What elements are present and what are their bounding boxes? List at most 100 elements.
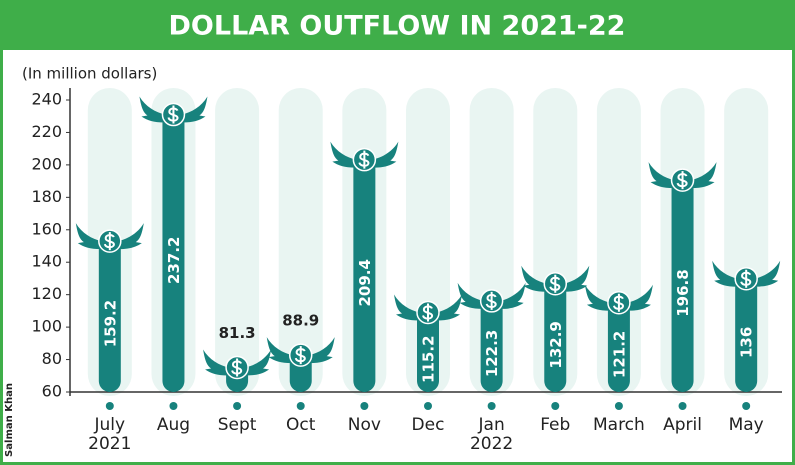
winged-dollar-icon bbox=[139, 96, 208, 127]
value-label: 196.8 bbox=[674, 269, 692, 316]
bar bbox=[607, 292, 630, 392]
value-label: 209.4 bbox=[356, 259, 374, 306]
dollar-glyph bbox=[294, 346, 306, 365]
category-dot bbox=[678, 402, 687, 410]
category-dot bbox=[233, 402, 242, 410]
wing bbox=[690, 162, 717, 189]
value-label: 115.2 bbox=[420, 336, 438, 383]
winged-dollar-icon bbox=[266, 337, 335, 367]
wing bbox=[308, 337, 335, 364]
x-tick-label: Oct bbox=[286, 415, 316, 435]
value-label: 121.2 bbox=[610, 331, 628, 378]
y-tick-label: 60 bbox=[42, 382, 62, 401]
bar bbox=[353, 149, 376, 392]
wing bbox=[203, 349, 230, 376]
bar bbox=[735, 268, 758, 392]
category-dot bbox=[424, 402, 432, 410]
chart-title: DOLLAR OUTFLOW IN 2021-22 bbox=[169, 11, 626, 42]
wing bbox=[75, 223, 102, 250]
value-label: 88.9 bbox=[282, 312, 319, 330]
dollar-glyph bbox=[422, 303, 434, 322]
winged-dollar-icon bbox=[521, 265, 590, 296]
wing bbox=[499, 282, 526, 309]
winged-dollar-icon bbox=[457, 282, 526, 313]
value-label: 132.9 bbox=[547, 321, 565, 368]
category-dot bbox=[360, 402, 369, 410]
dollar-glyph bbox=[103, 232, 115, 251]
value-label: 136 bbox=[738, 327, 756, 358]
value-label: 81.3 bbox=[219, 324, 256, 342]
x-tick-label: Nov bbox=[347, 415, 381, 435]
x-tick-label: May bbox=[728, 415, 764, 435]
bar bbox=[98, 231, 121, 392]
bar bbox=[480, 290, 503, 392]
wing bbox=[117, 223, 144, 250]
value-label: 122.3 bbox=[483, 330, 501, 377]
wing bbox=[521, 265, 548, 292]
axis-label: (In million dollars) bbox=[22, 65, 157, 83]
wing bbox=[372, 141, 399, 168]
winged-dollar-icon bbox=[75, 223, 144, 253]
wing bbox=[626, 284, 653, 311]
winged-dollar-icon bbox=[648, 162, 717, 192]
category-dot bbox=[614, 402, 623, 410]
title-bar bbox=[0, 0, 795, 50]
x-tick-label: Sept bbox=[217, 415, 257, 435]
dollar-glyph bbox=[676, 171, 688, 190]
dollar-glyph bbox=[612, 293, 624, 312]
wing bbox=[139, 96, 166, 123]
dollar-glyph bbox=[485, 291, 497, 310]
x-tick-label: Feb bbox=[540, 415, 571, 435]
dollar-glyph bbox=[167, 105, 179, 124]
winged-dollar-icon bbox=[584, 284, 653, 315]
dollar-glyph bbox=[358, 150, 370, 169]
wing bbox=[394, 294, 420, 321]
wing bbox=[712, 260, 739, 287]
dollar-glyph bbox=[549, 274, 561, 293]
winged-dollar-icon bbox=[712, 260, 781, 291]
bar-track bbox=[215, 88, 260, 396]
category-dot bbox=[742, 402, 751, 410]
y-tick-label: 120 bbox=[31, 284, 62, 303]
wing bbox=[584, 284, 611, 311]
bar bbox=[162, 104, 185, 392]
wing bbox=[648, 162, 675, 189]
x-tick-label: March bbox=[592, 415, 645, 435]
y-tick-label: 140 bbox=[31, 252, 62, 271]
wing bbox=[330, 141, 357, 168]
wing bbox=[181, 96, 208, 123]
bar bbox=[544, 273, 567, 392]
winged-dollar-icon bbox=[330, 141, 399, 172]
x-tick-label: Dec bbox=[411, 415, 445, 435]
y-tick-label: 80 bbox=[42, 349, 62, 368]
y-tick-label: 160 bbox=[31, 219, 62, 238]
x-tick-label: Aug bbox=[156, 415, 191, 435]
credit: Salman Khan bbox=[4, 383, 15, 457]
category-dot bbox=[169, 402, 178, 410]
x-tick-label: Jan 2022 bbox=[469, 415, 514, 454]
bar bbox=[417, 302, 439, 392]
y-tick-label: 200 bbox=[31, 154, 62, 173]
dollar-glyph bbox=[231, 358, 243, 377]
winged-dollar-icon bbox=[394, 294, 462, 325]
value-label: 237.2 bbox=[165, 237, 183, 284]
winged-dollar-icon bbox=[203, 349, 272, 380]
bar bbox=[671, 170, 694, 392]
wing bbox=[266, 337, 293, 364]
wing bbox=[436, 294, 462, 321]
value-label: 159.2 bbox=[101, 300, 119, 347]
x-tick-label: April bbox=[663, 415, 702, 435]
category-dot bbox=[105, 402, 114, 410]
category-dot bbox=[296, 402, 305, 410]
category-dot bbox=[487, 402, 496, 410]
dollar-glyph bbox=[740, 269, 752, 288]
wing bbox=[457, 282, 484, 309]
bar-track bbox=[278, 88, 323, 396]
y-tick-label: 100 bbox=[31, 317, 62, 336]
wing bbox=[754, 260, 781, 287]
wing bbox=[563, 265, 590, 292]
category-dot bbox=[551, 402, 560, 410]
y-tick-label: 180 bbox=[31, 187, 62, 206]
